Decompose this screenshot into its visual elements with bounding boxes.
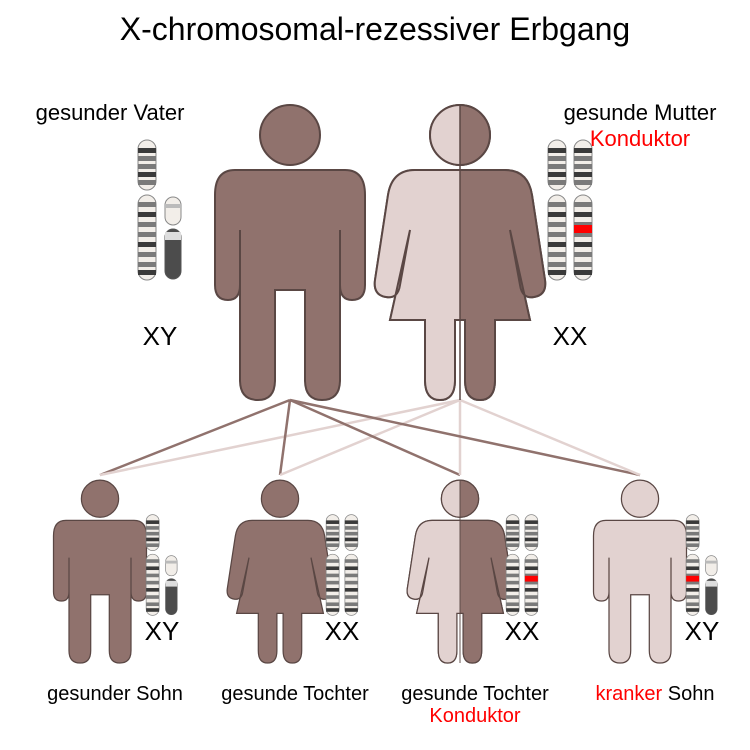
female-figure: [375, 105, 546, 400]
male-figure: [594, 480, 687, 663]
child-0-label: gesunder Sohn: [47, 683, 183, 705]
x-chromosome: [686, 515, 699, 616]
x-chromosome: [574, 140, 592, 280]
mother-label: gesunde Mutter: [564, 100, 717, 125]
x-chromosome: [548, 140, 566, 280]
child-0-genotype: XY: [145, 616, 180, 646]
child-3-label: kranker Sohn: [596, 683, 715, 705]
diagram-title: X-chromosomal-rezessiver Erbgang: [120, 11, 630, 47]
father-genotype: XY: [143, 321, 178, 351]
y-chromosome: [706, 556, 718, 615]
affected-allele: [574, 225, 592, 233]
child-1-label: gesunde Tochter: [221, 683, 369, 705]
child-1-genotype: XX: [325, 616, 360, 646]
child-2-genotype: XX: [505, 616, 540, 646]
x-chromosome: [146, 515, 159, 616]
y-chromosome: [166, 556, 178, 615]
x-chromosome: [506, 515, 519, 616]
x-chromosome: [345, 515, 358, 616]
child-2-sublabel: Konduktor: [429, 705, 521, 727]
male-figure: [215, 105, 365, 400]
y-chromosome: [165, 197, 181, 279]
father-label: gesunder Vater: [36, 100, 185, 125]
child-3-genotype: XY: [685, 616, 720, 646]
female-figure: [227, 480, 333, 663]
inheritance-diagram: X-chromosomal-rezessiver Erbgang gesunder…: [0, 0, 750, 750]
mother-genotype: XX: [553, 321, 588, 351]
female-figure: [407, 480, 513, 663]
inheritance-lines: [100, 400, 640, 475]
x-chromosome: [138, 140, 156, 280]
x-chromosome: [326, 515, 339, 616]
male-figure: [54, 480, 147, 663]
affected-allele: [525, 576, 538, 582]
x-chromosome: [525, 515, 538, 616]
child-2-label: gesunde Tochter: [401, 683, 549, 705]
affected-allele: [686, 576, 699, 582]
mother-sublabel: Konduktor: [590, 126, 690, 151]
